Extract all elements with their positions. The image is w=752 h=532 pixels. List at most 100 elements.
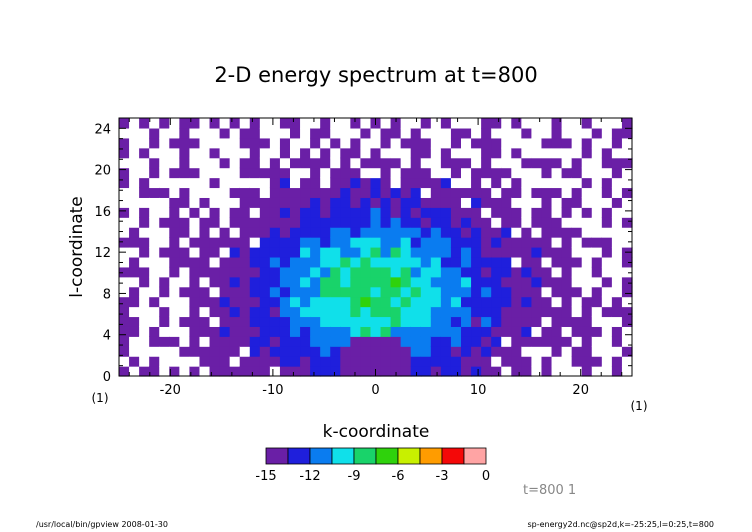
heatmap-cell: [129, 217, 140, 228]
heatmap-cell: [531, 197, 543, 208]
heatmap-cell: [219, 266, 231, 278]
heatmap-cell: [440, 118, 452, 129]
heatmap-cell: [450, 306, 462, 318]
heatmap-cell: [119, 167, 130, 179]
heatmap-cell: [360, 127, 372, 139]
heatmap-cell: [390, 366, 402, 377]
heatmap-cell: [219, 326, 231, 337]
heatmap-cell: [209, 326, 221, 337]
heatmap-cell: [310, 266, 321, 278]
heatmap-cell: [350, 127, 362, 139]
heatmap-cell: [410, 227, 422, 238]
heatmap-cell: [591, 247, 603, 258]
heatmap-cell: [450, 346, 462, 357]
heatmap-cell: [119, 207, 130, 218]
heatmap-cell: [229, 197, 241, 208]
footer-right: sp-energy2d.nc@sp2d,k=-25:25,l=0:25,t=80…: [527, 520, 714, 529]
heatmap-cell: [129, 266, 140, 278]
heatmap-cell: [440, 366, 452, 377]
heatmap-cell: [229, 247, 241, 258]
heatmap-cell: [491, 356, 502, 367]
heatmap-cell: [410, 187, 422, 198]
heatmap-cell: [400, 207, 412, 218]
heatmap-cell: [279, 266, 291, 278]
heatmap-cell: [511, 346, 522, 357]
heatmap-cell: [279, 147, 291, 159]
heatmap-cell: [259, 197, 271, 208]
heatmap-cell: [189, 118, 201, 129]
heatmap-cell: [390, 266, 402, 278]
heatmap-cell: [370, 266, 382, 278]
heatmap-cell: [491, 177, 502, 189]
heatmap-cell: [491, 286, 502, 298]
heatmap-cell: [380, 306, 392, 318]
heatmap-cell: [440, 356, 452, 367]
heatmap-cell: [139, 167, 150, 179]
heatmap-cell: [420, 316, 432, 327]
heatmap-cell: [601, 157, 613, 169]
heatmap-cell: [420, 366, 432, 377]
heatmap-cell: [330, 326, 341, 337]
heatmap-cell: [269, 187, 281, 198]
heatmap-cell: [561, 256, 573, 268]
heatmap-cell: [350, 118, 362, 129]
heatmap-cell: [340, 286, 351, 298]
heatmap-cell: [481, 356, 492, 367]
heatmap-cell: [189, 227, 201, 238]
heatmap-cell: [501, 266, 512, 278]
heatmap-cell: [249, 147, 261, 159]
heatmap-cell: [591, 197, 603, 208]
heatmap-cell: [330, 286, 341, 298]
heatmap-cell: [481, 266, 492, 278]
heatmap-cell: [601, 306, 613, 318]
heatmap-cell: [491, 227, 502, 238]
heatmap-cell: [350, 366, 362, 377]
heatmap-cell: [471, 256, 482, 268]
heatmap-cell: [491, 346, 502, 357]
heatmap-cell: [179, 137, 191, 149]
heatmap-cell: [390, 147, 402, 159]
heatmap-cell: [430, 366, 442, 377]
heatmap-cell: [199, 366, 211, 377]
heatmap-cell: [541, 197, 553, 208]
heatmap-cell: [350, 316, 362, 327]
heatmap-cell: [621, 217, 633, 228]
heatmap-cell: [350, 167, 362, 179]
heatmap-cell: [481, 256, 492, 268]
heatmap-cell: [370, 157, 382, 169]
heatmap-cell: [511, 286, 522, 298]
heatmap-cell: [571, 346, 583, 357]
heatmap-cell: [320, 306, 331, 318]
heatmap-cell: [611, 157, 623, 169]
heatmap-cell: [119, 266, 130, 278]
heatmap-cell: [259, 266, 271, 278]
heatmap-cell: [179, 256, 191, 268]
heatmap-cell: [189, 187, 201, 198]
heatmap-cell: [501, 118, 512, 129]
heatmap-cell: [189, 296, 201, 308]
heatmap-cell: [591, 127, 603, 139]
heatmap-cell: [259, 118, 271, 129]
heatmap-cell: [239, 286, 251, 298]
heatmap-cell: [229, 227, 241, 238]
heatmap-cell: [621, 316, 633, 327]
heatmap-cell: [581, 286, 593, 298]
heatmap-cell: [410, 197, 422, 208]
heatmap-cell: [410, 256, 422, 268]
heatmap-cell: [199, 237, 211, 248]
heatmap-cell: [179, 366, 191, 377]
heatmap-cell: [300, 137, 311, 149]
heatmap-cell: [581, 306, 593, 318]
heatmap-cell: [440, 137, 452, 149]
heatmap-cell: [380, 157, 392, 169]
heatmap-cell: [420, 237, 432, 248]
colorbar-swatch: [331, 447, 355, 465]
heatmap-cell: [259, 366, 271, 377]
heatmap-cell: [290, 296, 301, 308]
heatmap-cell: [350, 217, 362, 228]
heatmap-cell: [410, 127, 422, 139]
heatmap-cell: [501, 207, 512, 218]
heatmap-cell: [541, 346, 553, 357]
heatmap-cell: [420, 118, 432, 129]
heatmap-cell: [521, 346, 533, 357]
